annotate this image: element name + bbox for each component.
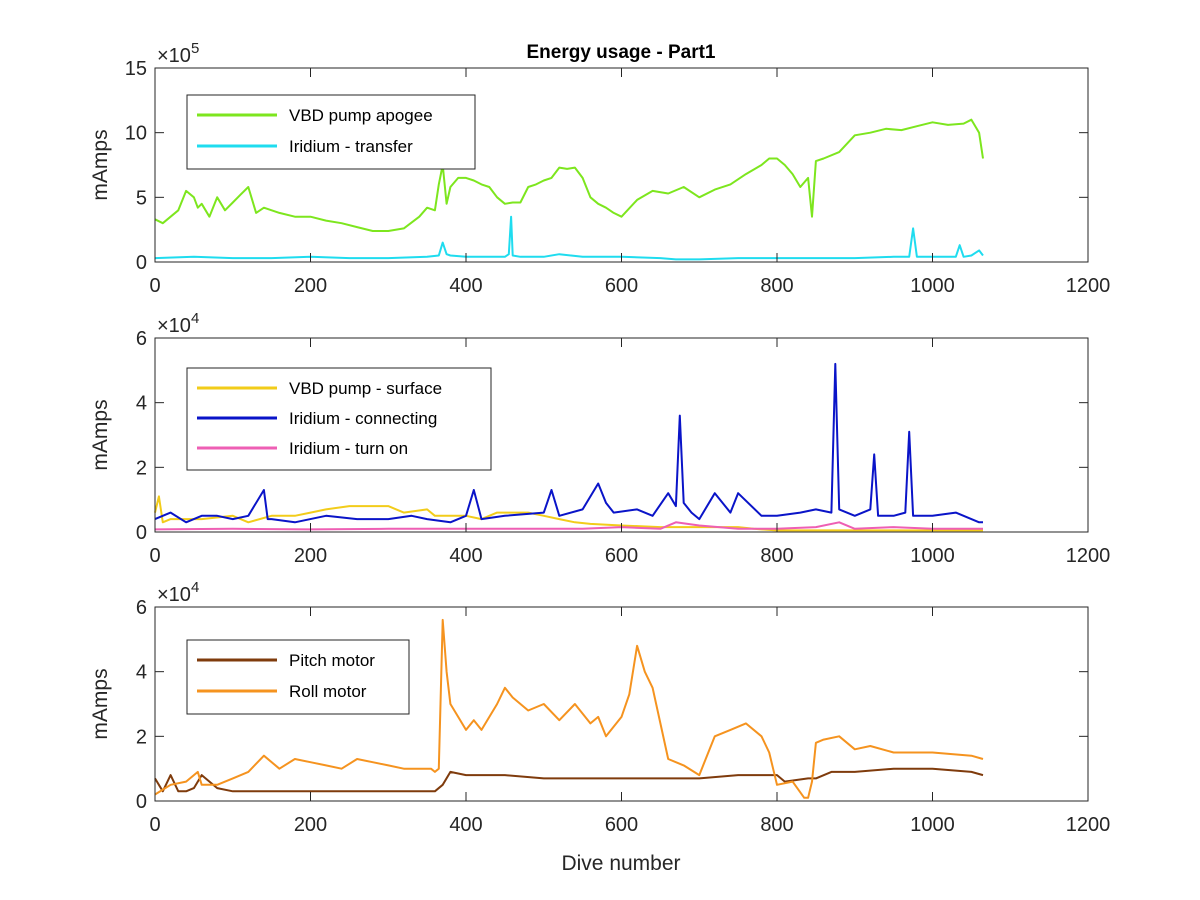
series-line-1 xyxy=(154,118,984,232)
axes-2: 0 200 400 600 800 1000 1200 0 2 4 6 ×104 mAmps VBD pu… xyxy=(89,310,1110,567)
y-exponent-label: ×105 xyxy=(157,40,199,67)
x-tick-label: 1000 xyxy=(910,545,955,567)
y-tick-label: 2 xyxy=(136,726,147,748)
legend-entry: VBD pump apogee xyxy=(289,106,433,125)
x-axis-label: Dive number xyxy=(561,852,680,875)
series-line-2 xyxy=(154,215,984,261)
x-tick-label: 600 xyxy=(605,814,638,836)
x-tick-label: 1200 xyxy=(1066,275,1111,297)
y-tick-label: 5 xyxy=(136,187,147,209)
x-tick-label: 200 xyxy=(294,545,327,567)
y-exponent-label: ×104 xyxy=(157,579,199,606)
x-tick-label: 400 xyxy=(449,814,482,836)
y-tick-label: 4 xyxy=(136,393,147,415)
y-axis-label: mAmps xyxy=(89,668,112,739)
x-tick-label: 1200 xyxy=(1066,814,1111,836)
x-tick-label: 1200 xyxy=(1066,545,1111,567)
y-axis-label: mAmps xyxy=(89,129,112,200)
x-tick-label: 1000 xyxy=(910,275,955,297)
legend-entry: Iridium - connecting xyxy=(289,409,437,428)
series-line-3 xyxy=(154,521,983,531)
x-tick-label: 200 xyxy=(294,275,327,297)
series-line-2 xyxy=(154,618,984,799)
x-tick-label: 0 xyxy=(149,814,160,836)
legend-entry: Iridium - turn on xyxy=(289,439,408,458)
legend-box xyxy=(186,94,476,170)
x-tick-label: 0 xyxy=(149,275,160,297)
x-tick-label: 1000 xyxy=(910,814,955,836)
legend: Pitch motor Roll motor xyxy=(186,639,410,715)
legend-entry: Pitch motor xyxy=(289,651,375,670)
y-tick-label: 0 xyxy=(136,522,147,544)
y-tick-label: 0 xyxy=(136,791,147,813)
y-tick-label: 6 xyxy=(136,328,147,350)
legend-entry: Roll motor xyxy=(289,682,367,701)
series-line-2 xyxy=(154,362,983,524)
legend: VBD pump - surface Iridium - connecting Ir… xyxy=(186,367,492,471)
y-tick-label: 0 xyxy=(136,252,147,274)
legend-entry: Iridium - transfer xyxy=(289,137,413,156)
y-tick-label: 6 xyxy=(136,597,147,619)
axes-3: 0 200 400 600 800 1000 1200 0 2 4 6 ×104 mAmps Pitch … xyxy=(89,579,1110,836)
x-tick-label: 600 xyxy=(605,275,638,297)
y-tick-label: 15 xyxy=(125,58,147,80)
y-tick-label: 2 xyxy=(136,457,147,479)
y-exponent-label: ×104 xyxy=(157,310,199,337)
figure-title: Energy usage - Part1 xyxy=(526,42,715,63)
x-tick-label: 400 xyxy=(449,545,482,567)
x-tick-label: 200 xyxy=(294,814,327,836)
x-tick-label: 600 xyxy=(605,545,638,567)
y-axis-label: mAmps xyxy=(89,399,112,470)
legend-box xyxy=(186,639,410,715)
y-tick-label: 4 xyxy=(136,662,147,684)
x-tick-label: 400 xyxy=(449,275,482,297)
x-tick-label: 800 xyxy=(760,275,793,297)
x-tick-label: 0 xyxy=(149,545,160,567)
legend: VBD pump apogee Iridium - transfer xyxy=(186,94,476,170)
y-tick-label: 10 xyxy=(125,123,147,145)
legend-entry: VBD pump - surface xyxy=(289,379,442,398)
x-tick-label: 800 xyxy=(760,545,793,567)
x-tick-label: 800 xyxy=(760,814,793,836)
axes-1: 0 200 400 600 800 1000 1200 0 5 10 15 ×105 mAmps VBD … xyxy=(89,40,1110,297)
